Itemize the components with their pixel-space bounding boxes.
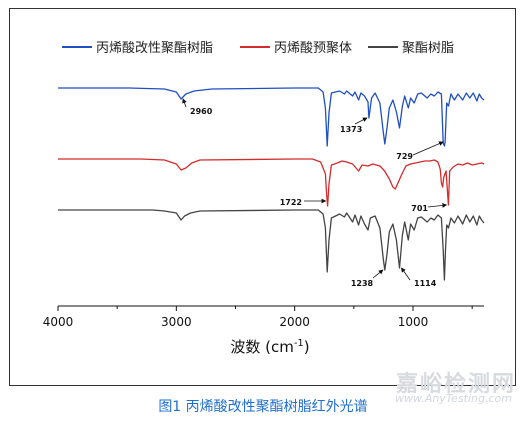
- series-line-2: [58, 158, 485, 207]
- legend-label-series-3: 聚酯树脂: [402, 41, 454, 56]
- x-tick-label: 4000: [43, 315, 74, 329]
- x-axis-ticks: 4000 3000 2000 1000: [43, 306, 473, 329]
- annotation-label: 1722: [280, 198, 302, 207]
- figure-caption: 图1 丙烯酸改性聚酯树脂红外光谱: [158, 399, 368, 415]
- ir-spectrum-chart: 丙烯酸改性聚酯树脂 丙烯酸预聚体 聚酯树脂 2960 1373 729 1722 701…: [43, 41, 485, 356]
- annotation-arrow: [427, 203, 448, 208]
- annotation-label: 1114: [414, 279, 437, 288]
- annotation-label: 729: [396, 152, 413, 161]
- x-tick-label: 1000: [398, 315, 429, 329]
- annotation-label: 701: [411, 204, 428, 213]
- x-axis-title-sup: -1: [294, 338, 304, 349]
- figure-frame: [9, 8, 516, 386]
- x-axis-title-tail: ): [304, 338, 310, 356]
- x-tick-label: 2000: [279, 315, 310, 329]
- x-tick-label: 3000: [161, 315, 192, 329]
- annotation-arrow: [401, 267, 411, 281]
- chart-legend: 丙烯酸改性聚酯树脂 丙烯酸预聚体 聚酯树脂: [62, 41, 454, 56]
- x-axis-title: 波数 (cm-1): [230, 338, 309, 356]
- series-layer: [58, 87, 485, 281]
- annotation-arrow: [182, 98, 187, 108]
- annotation-arrow: [372, 269, 384, 279]
- annotation-layer: 2960 1373 729 1722 701 1238 1114: [182, 98, 448, 288]
- annotation-arrow: [354, 117, 368, 125]
- annotation-label: 1238: [351, 279, 374, 288]
- annotation-label: 2960: [190, 107, 213, 116]
- annotation-arrow: [412, 141, 444, 156]
- series-line-3: [58, 209, 485, 281]
- legend-label-series-2: 丙烯酸预聚体: [274, 41, 352, 56]
- x-axis-title-main: 波数 (cm: [230, 338, 293, 356]
- legend-label-series-1: 丙烯酸改性聚酯树脂: [96, 41, 213, 56]
- annotation-label: 1373: [340, 125, 362, 134]
- series-line-1: [58, 87, 485, 147]
